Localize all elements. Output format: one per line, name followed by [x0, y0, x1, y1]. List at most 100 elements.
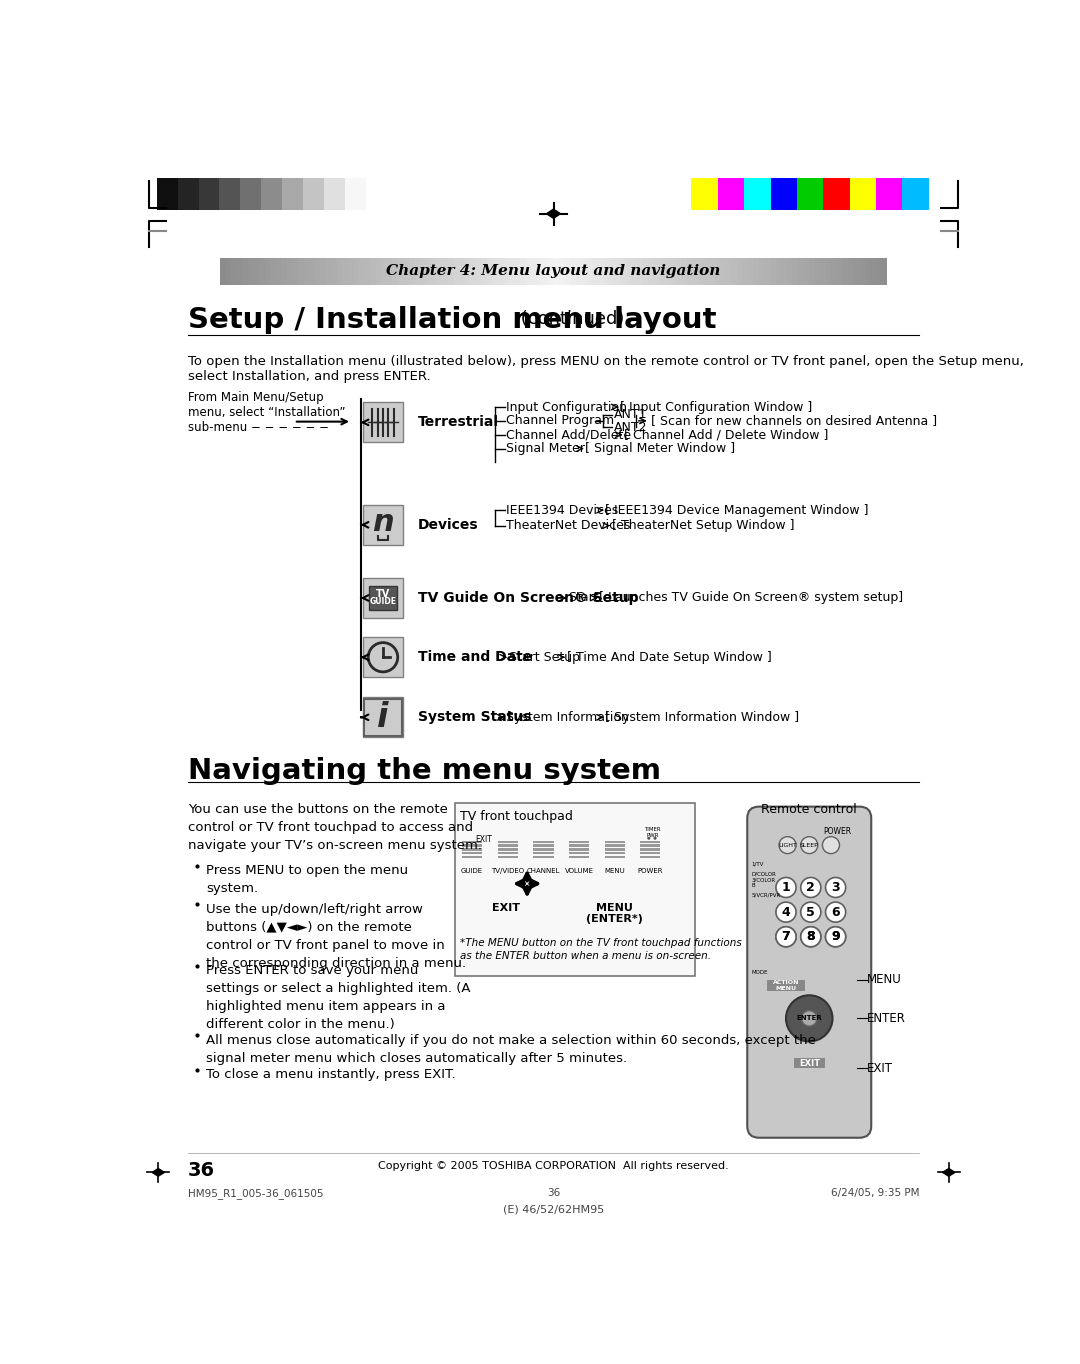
Bar	[586, 258, 593, 285]
Text: TV/VIDEO: TV/VIDEO	[491, 869, 524, 874]
Bar	[261, 177, 282, 210]
Text: POWER: POWER	[824, 828, 852, 836]
Circle shape	[775, 902, 796, 922]
Bar	[832, 258, 837, 285]
Bar	[625, 258, 632, 285]
Bar	[282, 258, 287, 285]
Text: Time and Date: Time and Date	[418, 651, 532, 664]
Bar	[876, 177, 902, 210]
Bar	[609, 258, 615, 285]
Circle shape	[786, 996, 833, 1042]
Bar	[786, 258, 793, 285]
Text: 6: 6	[832, 906, 840, 918]
Bar	[604, 258, 609, 285]
Bar	[747, 258, 754, 285]
Bar	[681, 258, 687, 285]
Text: IEEE1394 Devices: IEEE1394 Devices	[507, 503, 619, 517]
Bar	[781, 258, 787, 285]
Text: EXIT: EXIT	[799, 1058, 820, 1068]
Bar	[744, 177, 770, 210]
Bar	[765, 258, 770, 285]
Text: Devices: Devices	[418, 518, 478, 532]
Bar	[754, 258, 759, 285]
Bar	[293, 258, 298, 285]
Text: 4: 4	[782, 906, 791, 918]
Text: MENU: MENU	[867, 974, 902, 986]
Bar	[526, 258, 531, 285]
Text: D/COLOR
3/COLOR
B: D/COLOR 3/COLOR B	[751, 872, 777, 888]
Bar	[859, 258, 865, 285]
Bar	[876, 258, 881, 285]
Bar	[259, 258, 265, 285]
Text: Navigating the menu system: Navigating the menu system	[188, 757, 661, 784]
Text: TV: TV	[376, 589, 390, 599]
Bar	[794, 1057, 825, 1068]
Bar	[767, 979, 806, 992]
Text: 1: 1	[782, 881, 791, 893]
Bar	[534, 857, 554, 858]
Circle shape	[800, 836, 818, 854]
Circle shape	[800, 902, 821, 922]
Bar	[521, 258, 526, 285]
Bar	[226, 258, 232, 285]
Bar	[498, 844, 517, 847]
Text: Chapter 4: Menu layout and navigation: Chapter 4: Menu layout and navigation	[387, 265, 720, 278]
Bar	[770, 177, 797, 210]
Text: (continued): (continued)	[515, 310, 624, 327]
Bar	[554, 258, 559, 285]
Text: 36: 36	[188, 1161, 215, 1180]
Bar	[726, 258, 731, 285]
Bar	[157, 177, 177, 210]
Polygon shape	[943, 1169, 955, 1176]
Circle shape	[825, 926, 846, 947]
Bar	[287, 258, 293, 285]
Text: MENU
(ENTER*): MENU (ENTER*)	[585, 903, 643, 925]
Bar	[640, 852, 661, 854]
Bar	[820, 258, 826, 285]
Bar	[793, 258, 798, 285]
Text: SLEEP: SLEEP	[800, 843, 819, 847]
Bar	[492, 258, 498, 285]
Bar	[381, 258, 388, 285]
Text: [ Channel Add / Delete Window ]: [ Channel Add / Delete Window ]	[624, 428, 828, 441]
Text: All menus close automatically if you do not make a selection within 60 seconds, : All menus close automatically if you do …	[206, 1034, 816, 1065]
Text: 2: 2	[807, 881, 815, 893]
Bar	[853, 258, 860, 285]
Bar	[498, 848, 517, 851]
Bar	[592, 258, 598, 285]
Bar	[569, 848, 590, 851]
Circle shape	[800, 926, 821, 947]
Bar	[314, 258, 321, 285]
Bar	[503, 258, 510, 285]
Bar	[487, 258, 492, 285]
Bar	[498, 852, 517, 854]
Text: MODE: MODE	[751, 970, 768, 975]
Text: [ System Information Window ]: [ System Information Window ]	[606, 711, 799, 724]
Bar	[237, 258, 243, 285]
Bar	[569, 840, 590, 843]
Text: Channel Add/Delete: Channel Add/Delete	[507, 428, 632, 441]
Bar	[659, 258, 665, 285]
Bar	[498, 258, 504, 285]
Bar	[248, 258, 254, 285]
Circle shape	[825, 877, 846, 898]
Bar	[437, 258, 443, 285]
Circle shape	[779, 836, 796, 854]
Bar	[353, 258, 360, 285]
Bar	[534, 840, 554, 843]
Bar	[462, 840, 482, 843]
Bar	[698, 258, 704, 285]
Bar	[823, 177, 850, 210]
Bar	[615, 258, 621, 285]
Text: Press ENTER to save your menu
settings or select a highlighted item. (A
highligh: Press ENTER to save your menu settings o…	[206, 964, 471, 1031]
Bar	[265, 258, 271, 285]
Text: (E) 46/52/62HM95: (E) 46/52/62HM95	[503, 1204, 604, 1215]
Text: 5/VCR/PVR: 5/VCR/PVR	[751, 892, 781, 898]
Text: 5: 5	[807, 906, 815, 918]
Text: [ Time And Date Setup Window ]: [ Time And Date Setup Window ]	[567, 651, 771, 664]
Bar	[324, 177, 345, 210]
Bar	[605, 852, 625, 854]
Bar	[837, 258, 842, 285]
Text: System Status: System Status	[418, 711, 531, 724]
Text: ANT1: ANT1	[613, 408, 647, 421]
